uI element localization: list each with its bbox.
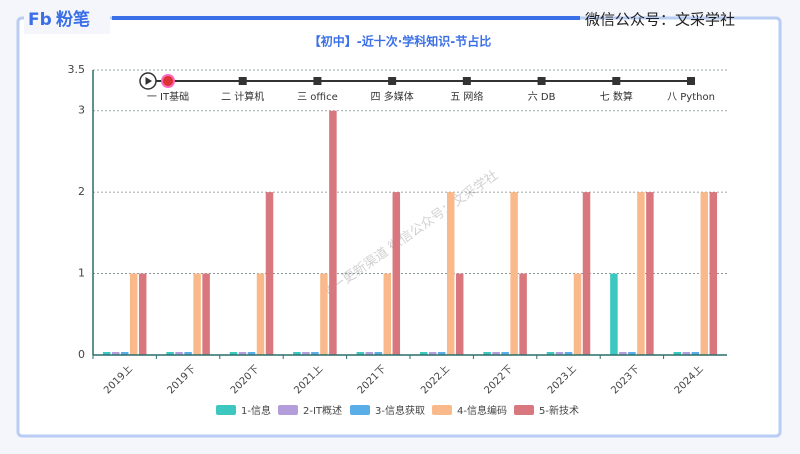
bar <box>546 352 555 355</box>
bar <box>184 352 192 355</box>
bar <box>446 192 455 355</box>
bar <box>356 352 365 355</box>
timeline-label: 八 Python <box>667 92 715 103</box>
legend-swatch[interactable] <box>514 405 534 415</box>
y-tick-label: 0 <box>78 348 85 361</box>
timeline-label: 四 多媒体 <box>371 90 414 103</box>
bar <box>419 352 428 355</box>
bar <box>555 352 564 355</box>
legend-swatch[interactable] <box>432 405 452 415</box>
y-tick-label: 3 <box>78 104 85 117</box>
bar <box>700 192 709 355</box>
bar <box>673 352 682 355</box>
bar <box>247 352 256 355</box>
bar <box>193 273 201 355</box>
timeline <box>139 72 157 90</box>
bar <box>619 352 627 355</box>
timeline-current[interactable] <box>161 74 175 88</box>
bar <box>229 352 238 355</box>
timeline-label: 三 office <box>297 92 338 103</box>
bar <box>102 352 111 355</box>
bar <box>365 352 374 355</box>
timeline-label: 七 数算 <box>600 90 633 103</box>
legend-label[interactable]: 2-IT概述 <box>303 404 342 417</box>
timeline-label: 五 网络 <box>450 90 483 103</box>
bar <box>637 192 645 355</box>
timeline-node[interactable] <box>313 77 322 85</box>
legend-swatch[interactable] <box>350 405 370 415</box>
bar <box>166 352 174 355</box>
bar <box>320 273 328 355</box>
bar <box>383 273 392 355</box>
timeline-label: 一 IT基础 <box>147 90 189 103</box>
timeline-node[interactable] <box>687 77 695 85</box>
bar <box>175 352 183 355</box>
legend-swatch[interactable] <box>278 405 298 415</box>
bar <box>265 192 274 355</box>
logo-text: 粉笔 <box>56 9 90 30</box>
bar <box>329 110 337 355</box>
bar <box>501 352 509 355</box>
bar <box>111 352 120 355</box>
bar <box>628 352 636 355</box>
legend-label[interactable]: 5-新技术 <box>539 404 579 417</box>
timeline-label: 二 计算机 <box>221 90 264 103</box>
bar <box>646 192 654 355</box>
timeline-label: 六 DB <box>528 91 556 103</box>
bar <box>709 192 718 355</box>
timeline-node[interactable] <box>537 77 546 85</box>
account: 微信公众号：文采学社 <box>585 11 735 29</box>
bar <box>510 192 518 355</box>
y-tick-label: 3.5 <box>68 63 86 76</box>
timeline-node[interactable] <box>462 77 471 85</box>
legend-label[interactable]: 1-信息 <box>241 404 271 417</box>
bar <box>293 352 301 355</box>
bar <box>428 352 437 355</box>
bar <box>519 273 527 355</box>
bar <box>564 352 573 355</box>
timeline-node[interactable] <box>238 77 247 85</box>
bar <box>256 273 265 355</box>
bar <box>455 273 464 355</box>
bar <box>129 273 138 355</box>
legend-label[interactable]: 3-信息获取 <box>375 404 425 417</box>
timeline-node[interactable] <box>612 77 621 85</box>
bar <box>138 273 147 355</box>
bar <box>202 273 210 355</box>
bar <box>582 192 591 355</box>
bar <box>238 352 247 355</box>
logo-mark: Fb <box>28 10 52 30</box>
logo-bg <box>24 6 110 34</box>
bar <box>492 352 500 355</box>
timeline-node[interactable] <box>388 77 397 85</box>
bar <box>691 352 700 355</box>
bar <box>610 273 618 355</box>
y-tick-label: 1 <box>78 267 85 280</box>
bar <box>120 352 129 355</box>
bar <box>483 352 491 355</box>
bar <box>302 352 310 355</box>
bar <box>392 192 401 355</box>
bar <box>682 352 691 355</box>
bar <box>437 352 446 355</box>
legend-label[interactable]: 4-信息编码 <box>457 404 507 417</box>
legend-swatch[interactable] <box>216 405 236 415</box>
bar <box>573 273 582 355</box>
play-icon <box>145 77 152 85</box>
bar <box>311 352 319 355</box>
y-tick-label: 2 <box>78 185 85 198</box>
bar <box>374 352 383 355</box>
chart-title: 【初中】-近十次·学科知识-节占比 <box>309 34 492 49</box>
